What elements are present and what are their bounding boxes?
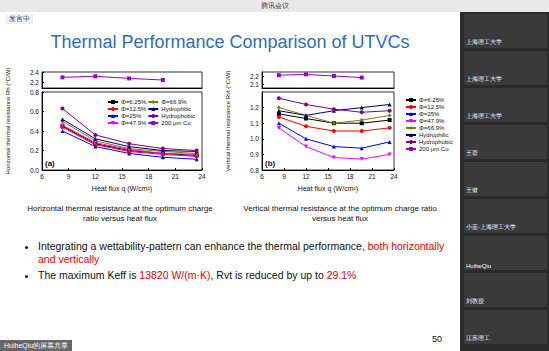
svg-text:Φ=12.5%: Φ=12.5% bbox=[121, 106, 147, 112]
svg-text:12: 12 bbox=[302, 173, 310, 180]
svg-text:0.4: 0.4 bbox=[30, 128, 39, 135]
html-text:刘教授: 刘教授 bbox=[466, 298, 484, 304]
svg-text:Hydrophilic: Hydrophilic bbox=[161, 106, 191, 112]
html-text:王蓉: 王蓉 bbox=[466, 150, 478, 156]
svg-text:Hydrophobic: Hydrophobic bbox=[419, 139, 453, 145]
svg-text:1.1: 1.1 bbox=[250, 120, 259, 127]
svg-text:0.0: 0.0 bbox=[30, 167, 39, 174]
svg-text:15: 15 bbox=[118, 173, 126, 180]
svg-text:0.2: 0.2 bbox=[30, 147, 39, 154]
svg-text:Φ=12.5%: Φ=12.5% bbox=[419, 104, 445, 110]
html-text:Horizontal thermal resistance: Horizontal thermal resistance at the opt… bbox=[27, 204, 213, 223]
html-text:小蓝-上海理工大学: 小蓝-上海理工大学 bbox=[466, 224, 516, 230]
svg-text:Φ=25%: Φ=25% bbox=[419, 111, 440, 117]
svg-text:24: 24 bbox=[198, 173, 206, 180]
svg-text:Horizontal thermal resistance: Horizontal thermal resistance Rh (°C/W) bbox=[5, 68, 11, 175]
html-text:Vertical thermal resistance at: Vertical thermal resistance at the optim… bbox=[243, 204, 437, 223]
html-text:HuiheQiu: HuiheQiu bbox=[466, 263, 491, 269]
svg-text:Φ=66.9%: Φ=66.9% bbox=[419, 125, 445, 131]
html-text:50: 50 bbox=[432, 334, 442, 344]
html-text:The maximum Keff is 13820 W/(m: The maximum Keff is 13820 W/(m·K), Rvt i… bbox=[38, 269, 357, 281]
svg-text:2.2: 2.2 bbox=[250, 73, 259, 80]
svg-text:Φ=47.9%: Φ=47.9% bbox=[121, 120, 147, 126]
svg-text:15: 15 bbox=[324, 173, 332, 180]
svg-text:9: 9 bbox=[282, 173, 286, 180]
svg-text:24: 24 bbox=[390, 173, 398, 180]
svg-text:Hydrophobic: Hydrophobic bbox=[161, 113, 195, 119]
svg-text:Φ=6.25%: Φ=6.25% bbox=[419, 97, 445, 103]
svg-text:18: 18 bbox=[145, 173, 153, 180]
html-text:江苏理工: 江苏理工 bbox=[466, 335, 490, 341]
svg-text:0.9: 0.9 bbox=[250, 151, 259, 158]
svg-text:0.8: 0.8 bbox=[250, 167, 259, 174]
svg-text:Φ=6.25%: Φ=6.25% bbox=[121, 99, 147, 105]
svg-text:9: 9 bbox=[67, 173, 71, 180]
html-text:上海理工大学: 上海理工大学 bbox=[466, 76, 502, 82]
svg-text:12: 12 bbox=[92, 173, 100, 180]
html-text:腾讯会议: 腾讯会议 bbox=[260, 2, 289, 9]
html-text:上海理工大学: 上海理工大学 bbox=[466, 39, 502, 45]
html-text:Thermal Performance Comparison: Thermal Performance Comparison of UTVCs bbox=[50, 32, 410, 52]
svg-text:0.8: 0.8 bbox=[30, 89, 39, 96]
html-text:王健: 王健 bbox=[466, 187, 478, 193]
svg-text:1.0: 1.0 bbox=[250, 135, 259, 142]
svg-text:Φ=47.9%: Φ=47.9% bbox=[419, 118, 445, 124]
svg-text:Φ=66.9%: Φ=66.9% bbox=[161, 99, 187, 105]
svg-text:2.2: 2.2 bbox=[30, 79, 39, 86]
svg-text:1.2: 1.2 bbox=[250, 104, 259, 111]
html-text:HuiheQiu的屏幕共享: HuiheQiu的屏幕共享 bbox=[4, 342, 69, 349]
svg-text:200 μm Cu: 200 μm Cu bbox=[419, 146, 448, 152]
svg-text:(b): (b) bbox=[265, 159, 276, 168]
html-text:上海理工大学: 上海理工大学 bbox=[466, 113, 502, 119]
html-text:Integrating a wettability-patt: Integrating a wettability-pattern can en… bbox=[38, 240, 445, 265]
svg-text:18: 18 bbox=[346, 173, 354, 180]
svg-text:Φ=25%: Φ=25% bbox=[121, 113, 142, 119]
svg-text:Vertical thermal resistance Rv: Vertical thermal resistance Rvt (°C/W) bbox=[225, 71, 231, 172]
svg-text:200 μm Cu: 200 μm Cu bbox=[161, 120, 190, 126]
svg-text:6: 6 bbox=[260, 173, 264, 180]
svg-text:21: 21 bbox=[368, 173, 376, 180]
svg-text:21: 21 bbox=[172, 173, 180, 180]
svg-text:2.4: 2.4 bbox=[30, 69, 39, 76]
svg-text:6: 6 bbox=[40, 173, 44, 180]
svg-text:Hydrophilic: Hydrophilic bbox=[419, 132, 449, 138]
svg-text:Heat flux q (W/cm²): Heat flux q (W/cm²) bbox=[298, 185, 358, 193]
svg-text:Heat flux q (W/cm²): Heat flux q (W/cm²) bbox=[92, 185, 152, 193]
svg-text:0.6: 0.6 bbox=[30, 108, 39, 115]
html-text:发言中: 发言中 bbox=[9, 15, 30, 22]
svg-text:(a): (a) bbox=[45, 159, 55, 168]
svg-text:2.1: 2.1 bbox=[250, 81, 259, 88]
